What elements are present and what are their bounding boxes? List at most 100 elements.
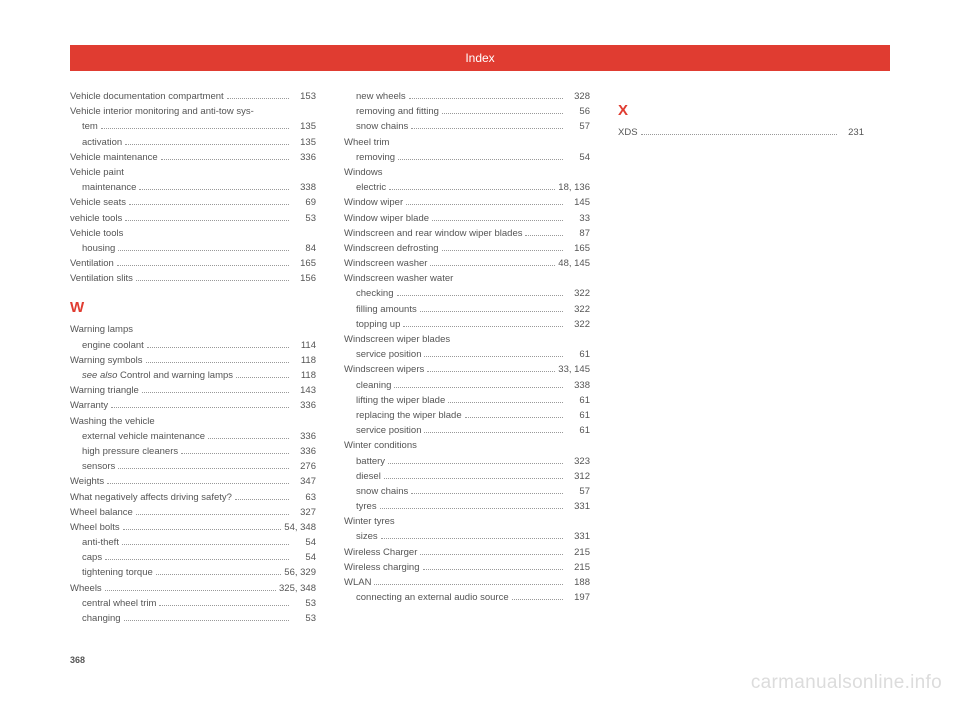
index-entry: Wheels325, 348 (70, 581, 316, 596)
index-subentry: connecting an external audio source197 (344, 590, 590, 605)
index-label: service position (356, 347, 421, 362)
leader-dots (118, 250, 289, 251)
index-entry: Vehicle seats69 (70, 195, 316, 210)
page-ref: 215 (566, 545, 590, 560)
index-entry: Warning lamps (70, 322, 316, 337)
index-label: changing (82, 611, 121, 626)
leader-dots (122, 544, 289, 545)
page-ref: 331 (566, 529, 590, 544)
index-entry: Vehicle interior monitoring and anti-tow… (70, 104, 316, 119)
leader-dots (381, 538, 563, 539)
page-ref: 48, 145 (558, 256, 590, 271)
index-label: maintenance (82, 180, 136, 195)
index-label: see also Control and warning lamps (82, 368, 233, 383)
page-ref: 197 (566, 590, 590, 605)
leader-dots (123, 529, 282, 530)
leader-dots (398, 159, 563, 160)
index-subentry: snow chains57 (344, 484, 590, 499)
index-label: external vehicle maintenance (82, 429, 205, 444)
leader-dots (423, 569, 564, 570)
index-subentry: snow chains57 (344, 119, 590, 134)
index-label: Winter tyres (344, 514, 395, 529)
leader-dots (641, 134, 837, 135)
index-subentry: lifting the wiper blade61 (344, 393, 590, 408)
index-label: Vehicle tools (70, 226, 123, 241)
index-entry: Ventilation slits 156 (70, 271, 316, 286)
page-ref: 156 (292, 271, 316, 286)
index-label: new wheels (356, 89, 406, 104)
index-entry: Washing the vehicle (70, 414, 316, 429)
page-ref: 56, 329 (284, 565, 316, 580)
index-entry: Vehicle maintenance336 (70, 150, 316, 165)
column-1: Vehicle documentation compartment153Vehi… (70, 89, 316, 626)
leader-dots (142, 392, 289, 393)
index-label: Windscreen wipers (344, 362, 424, 377)
page-ref: 33 (566, 211, 590, 226)
index-label: Vehicle documentation compartment (70, 89, 224, 104)
leader-dots (424, 356, 563, 357)
page-ref: 336 (292, 429, 316, 444)
index-label: activation (82, 135, 122, 150)
leader-dots (389, 189, 555, 190)
page-ref: 165 (292, 256, 316, 271)
index-entry: Warranty336 (70, 398, 316, 413)
index-label: removing and fitting (356, 104, 439, 119)
index-label: Windows (344, 165, 383, 180)
leader-dots (156, 574, 282, 575)
leader-dots (525, 235, 563, 236)
page-ref: 18, 136 (558, 180, 590, 195)
index-label: Ventilation slits (70, 271, 133, 286)
leader-dots (129, 204, 289, 205)
leader-dots (465, 417, 563, 418)
page-ref: 54, 348 (284, 520, 316, 535)
page-ref: 53 (292, 596, 316, 611)
index-subentry: topping up322 (344, 317, 590, 332)
index-entry: Windscreen washer water (344, 271, 590, 286)
index-label: caps (82, 550, 102, 565)
index-entry: Vehicle paint (70, 165, 316, 180)
section-letter: X (618, 99, 864, 123)
leader-dots (139, 189, 289, 190)
index-entry: vehicle tools53 (70, 211, 316, 226)
index-label: Window wiper blade (344, 211, 429, 226)
leader-dots (424, 432, 563, 433)
index-label: Wheels (70, 581, 102, 596)
index-label: sizes (356, 529, 378, 544)
index-entry: Wheel trim (344, 135, 590, 150)
leader-dots (105, 559, 289, 560)
header-title: Index (465, 51, 494, 65)
page-ref: 53 (292, 611, 316, 626)
index-entry: Windscreen washer48, 145 (344, 256, 590, 271)
header-bar: Index (70, 45, 890, 71)
page-ref: 54 (566, 150, 590, 165)
index-label: Wheel balance (70, 505, 133, 520)
index-subentry: replacing the wiper blade61 (344, 408, 590, 423)
page-ref: 33, 145 (558, 362, 590, 377)
leader-dots (125, 220, 289, 221)
section-letter: W (70, 296, 316, 320)
index-entry: Wireless charging215 (344, 560, 590, 575)
leader-dots (124, 620, 289, 621)
index-entry: Windscreen defrosting165 (344, 241, 590, 256)
index-subentry: central wheel trim53 (70, 596, 316, 611)
index-label: Window wiper (344, 195, 403, 210)
index-label: Windscreen defrosting (344, 241, 439, 256)
leader-dots (161, 159, 289, 160)
leader-dots (236, 377, 289, 378)
index-subentry: changing 53 (70, 611, 316, 626)
index-entry: Vehicle documentation compartment153 (70, 89, 316, 104)
index-subentry: high pressure cleaners336 (70, 444, 316, 459)
page-ref: 231 (840, 125, 864, 140)
index-subentry: external vehicle maintenance 336 (70, 429, 316, 444)
leader-dots (512, 599, 563, 600)
page-ref: 322 (566, 317, 590, 332)
leader-dots (147, 347, 289, 348)
page-ref: 53 (292, 211, 316, 226)
leader-dots (117, 265, 289, 266)
index-entry: Warning triangle143 (70, 383, 316, 398)
page-ref: 188 (566, 575, 590, 590)
index-label: XDS (618, 125, 638, 140)
index-entry: XDS 231 (618, 125, 864, 140)
leader-dots (107, 483, 289, 484)
index-subentry: removing and fitting56 (344, 104, 590, 119)
